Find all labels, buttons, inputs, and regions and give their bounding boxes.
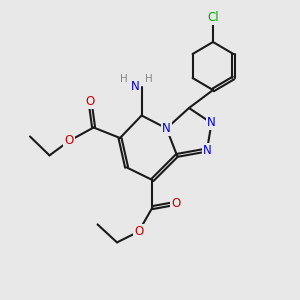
Text: N: N <box>162 122 171 135</box>
Text: O: O <box>85 95 94 108</box>
Text: O: O <box>134 225 143 238</box>
Text: N: N <box>202 143 211 157</box>
Text: Cl: Cl <box>207 11 219 24</box>
Text: H: H <box>145 74 153 85</box>
Text: O: O <box>64 134 74 148</box>
Text: O: O <box>171 197 180 210</box>
Text: N: N <box>207 116 216 130</box>
Text: N: N <box>131 80 140 94</box>
Text: H: H <box>120 74 128 85</box>
